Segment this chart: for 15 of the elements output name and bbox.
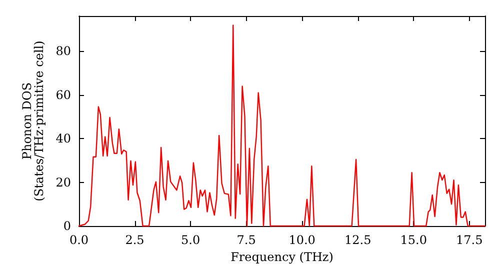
x-tick-label: 12.5 xyxy=(344,233,372,247)
y-axis-title: Phonon DOS (States/THz·primitive cell) xyxy=(20,40,46,202)
x-tick-label: 15.0 xyxy=(400,233,427,247)
x-tick-label: 17.5 xyxy=(456,233,483,247)
y-tick-label: 60 xyxy=(56,88,71,102)
x-tick-label: 10.0 xyxy=(288,233,316,247)
y-tick-label: 80 xyxy=(56,44,71,58)
y-tick-label: 40 xyxy=(56,132,71,146)
x-tick-label: 0.0 xyxy=(69,233,89,247)
x-tick-label: 2.5 xyxy=(125,233,144,247)
x-tick-label: 7.5 xyxy=(236,233,256,247)
y-tick-label: 20 xyxy=(56,175,71,190)
y-tick-label: 0 xyxy=(63,219,71,233)
x-axis-title: Frequency (THz) xyxy=(230,250,334,264)
x-tick-label: 5.0 xyxy=(180,233,200,247)
